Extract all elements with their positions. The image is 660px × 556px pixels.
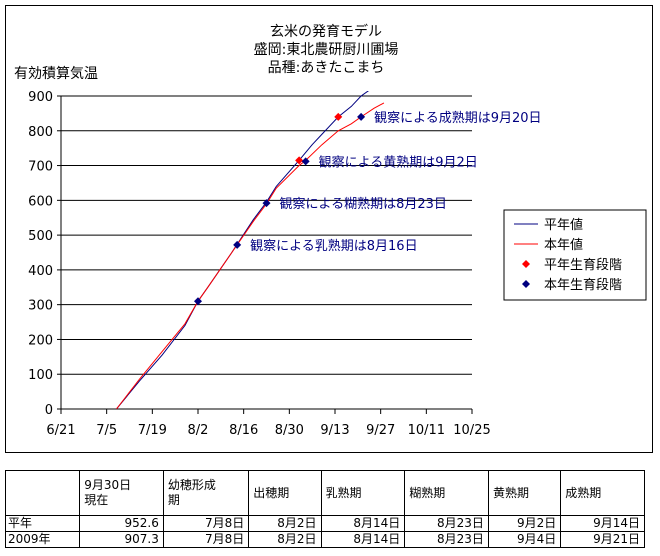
legend-label: 本年生育段階 <box>544 277 622 293</box>
table-cell: 8月2日 <box>248 515 322 532</box>
stage-marker <box>334 112 343 121</box>
series-line-this-year <box>116 102 385 409</box>
table-body: 平年 952.6 7月8日 8月2日 8月14日 8月23日 9月2日 9月14日 2009年 9… <box>4 515 645 548</box>
table-cell: 8月2日 <box>248 531 322 548</box>
table-cell: 952.6 <box>79 515 164 532</box>
table-header-cell: 幼穂形成期 <box>162 470 250 516</box>
y-tick-label: 400 <box>28 264 53 279</box>
y-tick-label: 500 <box>28 229 53 244</box>
table-cell: 7月8日 <box>162 531 250 548</box>
axes: 有効積算気温 0 100 200 300 400 500 600 700 800 900 6/21 7/… <box>14 66 491 438</box>
table-header-cell: 糊熟期 <box>404 470 489 516</box>
y-tick-label: 900 <box>28 90 53 105</box>
table-cell: 9月21日 <box>560 531 645 548</box>
y-tick-label: 800 <box>28 125 53 140</box>
annotation-label: 観察による成熟期は9月20日 <box>374 110 541 126</box>
table-cell: 7月8日 <box>162 515 250 532</box>
table-cell: 9月4日 <box>487 531 562 548</box>
table-cell: 9月2日 <box>487 515 562 532</box>
y-tick-label: 600 <box>28 194 53 209</box>
summary-table: 9月30日 現在 幼穂形成期出穂期 乳熟期 糊熟期 黄熟期 成熟期 平年 952.6 7月8日 8… <box>4 470 645 548</box>
chart-title-line: 盛岡:東北農研厨川圃場 <box>254 42 399 58</box>
x-tick-label: 9/27 <box>366 423 395 438</box>
table-cell: 8月23日 <box>404 515 489 532</box>
x-tick-label: 8/2 <box>188 423 209 438</box>
table-row-label: 平年 <box>4 515 81 532</box>
legend-label: 本年値 <box>544 237 583 253</box>
table-header-row: 9月30日 現在 幼穂形成期出穂期 乳熟期 糊熟期 黄熟期 成熟期 <box>4 470 645 516</box>
legend-label: 平年生育段階 <box>544 257 622 273</box>
legend-label: 平年値 <box>544 217 583 233</box>
table-row: 2009年 907.3 7月8日 8月2日 8月14日 8月23日 9月4日 9月21日 <box>4 531 645 548</box>
table-header-cell: 成熟期 <box>560 470 645 516</box>
stage-marker <box>233 240 242 249</box>
annotation-label: 観察による黄熟期は9月2日 <box>319 154 478 170</box>
legend-swatch-marker <box>522 280 530 288</box>
y-tick-label: 200 <box>28 333 53 348</box>
stage-marker <box>301 157 310 166</box>
table-header-cell: 乳熟期 <box>320 470 406 516</box>
annotation-label: 観察による乳熟期は8月16日 <box>250 238 417 254</box>
stage-marker <box>194 297 202 306</box>
y-tick-label: 0 <box>45 403 53 418</box>
table-cell: 9月14日 <box>560 515 645 532</box>
annotations: 観察による成熟期は9月20日観察による黄熟期は9月2日観察による糊熟期は8月23… <box>250 110 541 254</box>
chart-title-line: 玄米の発育モデル <box>270 23 382 40</box>
x-tick-label: 8/16 <box>229 423 258 438</box>
x-tick-label: 10/25 <box>453 423 490 438</box>
table-cell: 8月23日 <box>404 531 489 548</box>
chart-title-line: 品種:あきたこまち <box>268 60 385 76</box>
x-tick-label: 10/11 <box>408 423 445 438</box>
x-tick-label: 7/5 <box>96 423 117 438</box>
table-cell: 8月14日 <box>320 531 406 548</box>
x-tick-label: 8/30 <box>275 423 304 438</box>
stage-markers <box>194 112 366 306</box>
table-header-cell <box>4 470 81 516</box>
table-header-cell: 黄熟期 <box>487 470 562 516</box>
y-axis-label: 有効積算気温 <box>14 66 98 82</box>
chart-frame: 玄米の発育モデル盛岡:東北農研厨川圃場 品種:あきたこまち 有効積算気温 0 100 2… <box>5 5 653 453</box>
table-header-cell: 9月30日 現在 <box>79 470 164 516</box>
gridlines <box>61 95 472 375</box>
x-tick-label: 6/21 <box>46 423 75 438</box>
table-row-label: 2009年 <box>4 531 81 548</box>
y-tick-label: 700 <box>28 160 53 175</box>
table-cell: 907.3 <box>79 531 164 548</box>
x-tick-label: 7/19 <box>138 423 167 438</box>
legend-swatch-marker <box>522 260 530 268</box>
x-tick-label: 9/13 <box>320 423 349 438</box>
table-cell: 8月14日 <box>320 515 406 532</box>
annotation-label: 観察による糊熟期は8月23日 <box>280 196 447 212</box>
y-tick-label: 300 <box>28 299 53 314</box>
stage-marker <box>295 156 304 165</box>
y-tick-label: 100 <box>28 368 53 383</box>
stage-marker <box>357 112 366 121</box>
table-row: 平年 952.6 7月8日 8月2日 8月14日 8月23日 9月2日 9月14日 <box>4 515 645 532</box>
table-header-cell: 出穂期 <box>248 470 322 516</box>
stage-marker <box>262 199 271 208</box>
